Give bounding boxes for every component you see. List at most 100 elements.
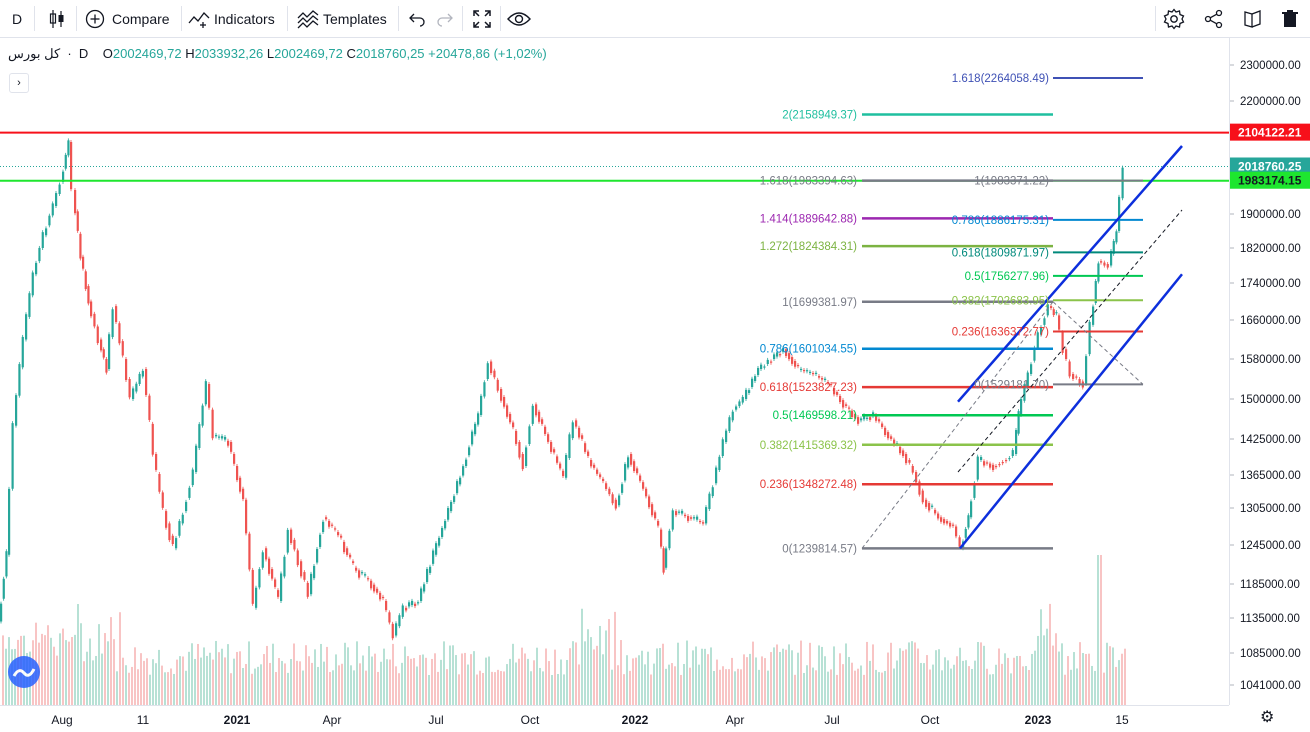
candle-body (420, 588, 423, 601)
volume-bar (851, 662, 853, 705)
price-label-box (1230, 123, 1310, 141)
candle-body (79, 233, 82, 259)
candle-body (618, 495, 621, 506)
candle-body (660, 529, 663, 547)
publish-idea-icon[interactable] (1243, 0, 1263, 37)
volume-bar (467, 664, 469, 705)
candle-body (836, 392, 839, 395)
legend-collapse-button[interactable]: › (9, 73, 29, 93)
candle-body (181, 514, 184, 524)
volume-bar (707, 654, 709, 705)
volume-bar (554, 649, 556, 705)
volume-bar (176, 659, 178, 705)
volume-bar (914, 642, 916, 705)
volume-bar (848, 656, 850, 705)
candle-body (274, 579, 277, 587)
eye-icon[interactable] (507, 0, 531, 37)
candle-body (815, 372, 818, 375)
interval-label: D (78, 46, 89, 61)
candle-body (794, 361, 797, 367)
volume-bar (383, 648, 385, 705)
volume-bar (563, 674, 565, 705)
volume-bar (776, 644, 778, 705)
chart-type-candles-icon[interactable] (48, 0, 66, 37)
redo-icon[interactable] (436, 0, 454, 37)
volume-bar (287, 672, 289, 705)
candle-body (349, 554, 352, 558)
tradingview-logo-icon[interactable] (8, 656, 40, 688)
time-axis[interactable]: Aug 11 2021 Apr Jul Oct 2022 Apr Jul Oct 2023 15 (0, 705, 1229, 732)
volume-bar (1010, 673, 1012, 705)
chart-plot-area[interactable]: 2(2158949.37) 1.618(1983394.63) 1.414(1889… (0, 38, 1229, 705)
price-axis[interactable]: 2300000.002200000.002100000.001900000.00… (1229, 38, 1310, 705)
undo-icon[interactable] (408, 0, 426, 37)
volume-bar (317, 666, 319, 705)
candle-body (316, 548, 319, 563)
candle-body (803, 370, 806, 372)
volume-bar (470, 654, 472, 705)
volume-bar (590, 637, 592, 705)
volume-bar (1091, 665, 1093, 705)
volume-bar (398, 673, 400, 705)
volume-bar (743, 654, 745, 705)
price-label-box (1230, 157, 1310, 175)
candle-body (444, 520, 447, 529)
chart-legend: کل بورس · D O2002469,72 H2033932,26 L200… (8, 46, 547, 61)
volume-bar (80, 623, 82, 705)
candle-body (675, 511, 678, 516)
candle-body (1115, 231, 1118, 243)
volume-bar (452, 645, 454, 705)
volume-bar (140, 653, 142, 705)
candle-body (748, 390, 751, 393)
price-tick-label: 1425000.00 (1240, 434, 1301, 446)
volume-bar (1022, 666, 1024, 705)
volume-bar (545, 648, 547, 705)
open-label: O (102, 46, 113, 61)
fib-extension-label: 0.5(1469598.21) (773, 410, 858, 422)
candle-body (283, 556, 286, 577)
high-value: 2033932,26 (194, 46, 264, 61)
candle-body (681, 510, 684, 514)
candle-body (155, 454, 158, 470)
volume-bar (521, 647, 523, 705)
volume-bar (335, 654, 337, 705)
settings-gear-icon[interactable] (1163, 0, 1185, 37)
candle-body (370, 580, 373, 589)
volume-bar (437, 671, 439, 705)
share-icon[interactable] (1204, 0, 1224, 37)
volume-bar (131, 666, 133, 705)
volume-bar (416, 666, 418, 705)
candle-body (456, 481, 459, 494)
candle-body (141, 370, 144, 377)
fullscreen-icon[interactable] (472, 0, 492, 37)
volume-bar (578, 664, 580, 705)
volume-bar (893, 668, 895, 705)
candle-body (462, 466, 465, 476)
compare-button[interactable]: Compare (85, 0, 170, 37)
candle-body (100, 339, 103, 351)
axis-settings-gear-icon[interactable]: ⚙ (1260, 709, 1275, 726)
candle-body (785, 349, 788, 356)
volume-bar (677, 642, 679, 705)
candle-body (227, 440, 230, 446)
volume-bar (734, 671, 736, 705)
candle-body (590, 460, 593, 467)
compare-label: Compare (112, 10, 170, 27)
candle-body (343, 541, 346, 553)
candle-body (593, 464, 596, 468)
indicators-button[interactable]: Indicators (188, 0, 275, 37)
candle-body (1106, 264, 1109, 268)
candle-body (364, 574, 367, 576)
volume-bar (371, 656, 373, 705)
candle-body (25, 314, 28, 340)
volume-bar (251, 673, 253, 705)
toolbar-divider (500, 6, 501, 31)
candle-body (578, 427, 581, 438)
trash-icon[interactable] (1282, 0, 1298, 37)
templates-button[interactable]: Templates (297, 0, 387, 37)
volume-bar (164, 672, 166, 705)
volume-bar (446, 669, 448, 705)
candle-body (201, 405, 204, 426)
chevron-right-icon: › (17, 77, 21, 89)
symbol-button[interactable]: D (12, 0, 22, 37)
